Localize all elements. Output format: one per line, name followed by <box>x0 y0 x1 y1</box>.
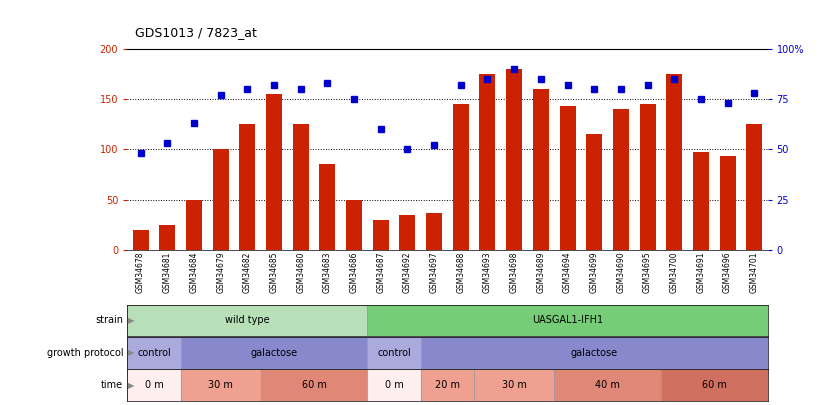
Text: UASGAL1-IFH1: UASGAL1-IFH1 <box>532 315 603 325</box>
Bar <box>127 337 181 369</box>
Text: ▶: ▶ <box>128 348 135 357</box>
Bar <box>293 124 309 250</box>
Bar <box>186 200 202 250</box>
Text: GDS1013 / 7823_at: GDS1013 / 7823_at <box>135 26 257 39</box>
Bar <box>133 230 149 250</box>
Bar <box>127 305 368 336</box>
Text: 30 m: 30 m <box>502 380 526 390</box>
Bar <box>213 149 229 250</box>
Bar <box>693 152 709 250</box>
Bar <box>613 109 629 250</box>
Text: strain: strain <box>95 315 123 325</box>
Text: 0 m: 0 m <box>385 380 403 390</box>
Bar <box>421 369 475 401</box>
Bar <box>400 215 415 250</box>
Bar <box>373 220 389 250</box>
Text: 60 m: 60 m <box>702 380 727 390</box>
Bar <box>159 225 176 250</box>
Text: 0 m: 0 m <box>144 380 163 390</box>
Text: growth protocol: growth protocol <box>47 348 123 358</box>
Bar <box>240 124 255 250</box>
Text: 60 m: 60 m <box>301 380 327 390</box>
Bar <box>266 94 282 250</box>
Text: time: time <box>101 380 123 390</box>
Text: galactose: galactose <box>571 348 617 358</box>
Bar <box>421 337 768 369</box>
Bar <box>746 124 763 250</box>
Bar <box>426 213 442 250</box>
Text: control: control <box>377 348 411 358</box>
Text: ▶: ▶ <box>128 316 135 325</box>
Bar <box>720 156 736 250</box>
Bar <box>181 369 261 401</box>
Bar <box>661 369 768 401</box>
Text: galactose: galactose <box>250 348 297 358</box>
Bar <box>127 369 181 401</box>
Bar <box>261 369 368 401</box>
Bar <box>368 369 421 401</box>
Bar <box>554 369 661 401</box>
Bar <box>319 164 336 250</box>
Text: 20 m: 20 m <box>435 380 460 390</box>
Bar <box>640 104 656 250</box>
Bar <box>586 134 603 250</box>
Bar <box>181 337 368 369</box>
Bar <box>346 200 362 250</box>
Text: wild type: wild type <box>225 315 269 325</box>
Text: 30 m: 30 m <box>209 380 233 390</box>
Text: 40 m: 40 m <box>595 380 620 390</box>
Bar <box>368 337 421 369</box>
Text: ▶: ▶ <box>128 381 135 390</box>
Bar <box>475 369 554 401</box>
Bar <box>560 106 576 250</box>
Text: control: control <box>137 348 171 358</box>
Bar <box>507 69 522 250</box>
Bar <box>368 305 768 336</box>
Bar <box>533 89 549 250</box>
Bar <box>453 104 469 250</box>
Bar <box>479 74 496 250</box>
Bar <box>667 74 682 250</box>
